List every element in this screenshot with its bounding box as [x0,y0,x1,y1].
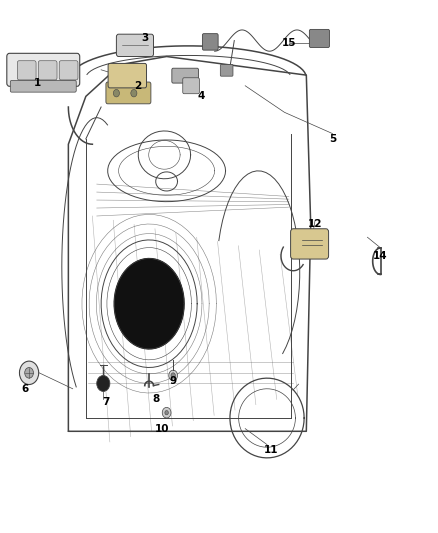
Text: 9: 9 [170,376,177,386]
Text: 7: 7 [102,397,109,407]
FancyBboxPatch shape [38,61,57,80]
Circle shape [171,373,175,378]
FancyBboxPatch shape [117,34,153,56]
Text: 3: 3 [141,33,148,43]
Circle shape [162,407,171,418]
FancyBboxPatch shape [183,78,199,94]
FancyBboxPatch shape [202,34,218,50]
Text: 2: 2 [134,81,142,91]
Circle shape [131,90,137,97]
Text: 4: 4 [198,91,205,101]
FancyBboxPatch shape [172,68,198,83]
FancyBboxPatch shape [59,61,78,80]
FancyBboxPatch shape [11,80,76,92]
Circle shape [169,370,177,381]
Polygon shape [114,259,184,349]
Text: 6: 6 [21,384,28,394]
Text: 5: 5 [329,134,336,144]
FancyBboxPatch shape [309,29,329,47]
Circle shape [165,410,168,415]
FancyBboxPatch shape [290,229,328,259]
Text: 10: 10 [155,424,170,434]
Circle shape [97,375,110,391]
Circle shape [25,368,33,378]
FancyBboxPatch shape [17,61,36,80]
Circle shape [113,90,120,97]
FancyBboxPatch shape [108,63,147,88]
Circle shape [19,361,39,384]
Text: 1: 1 [34,78,42,88]
Text: 8: 8 [152,394,159,405]
FancyBboxPatch shape [7,53,80,86]
FancyBboxPatch shape [220,64,233,76]
FancyBboxPatch shape [106,82,151,104]
Text: 15: 15 [282,38,296,48]
Text: 14: 14 [373,251,388,261]
Text: 12: 12 [308,219,322,229]
Text: 11: 11 [264,445,279,455]
